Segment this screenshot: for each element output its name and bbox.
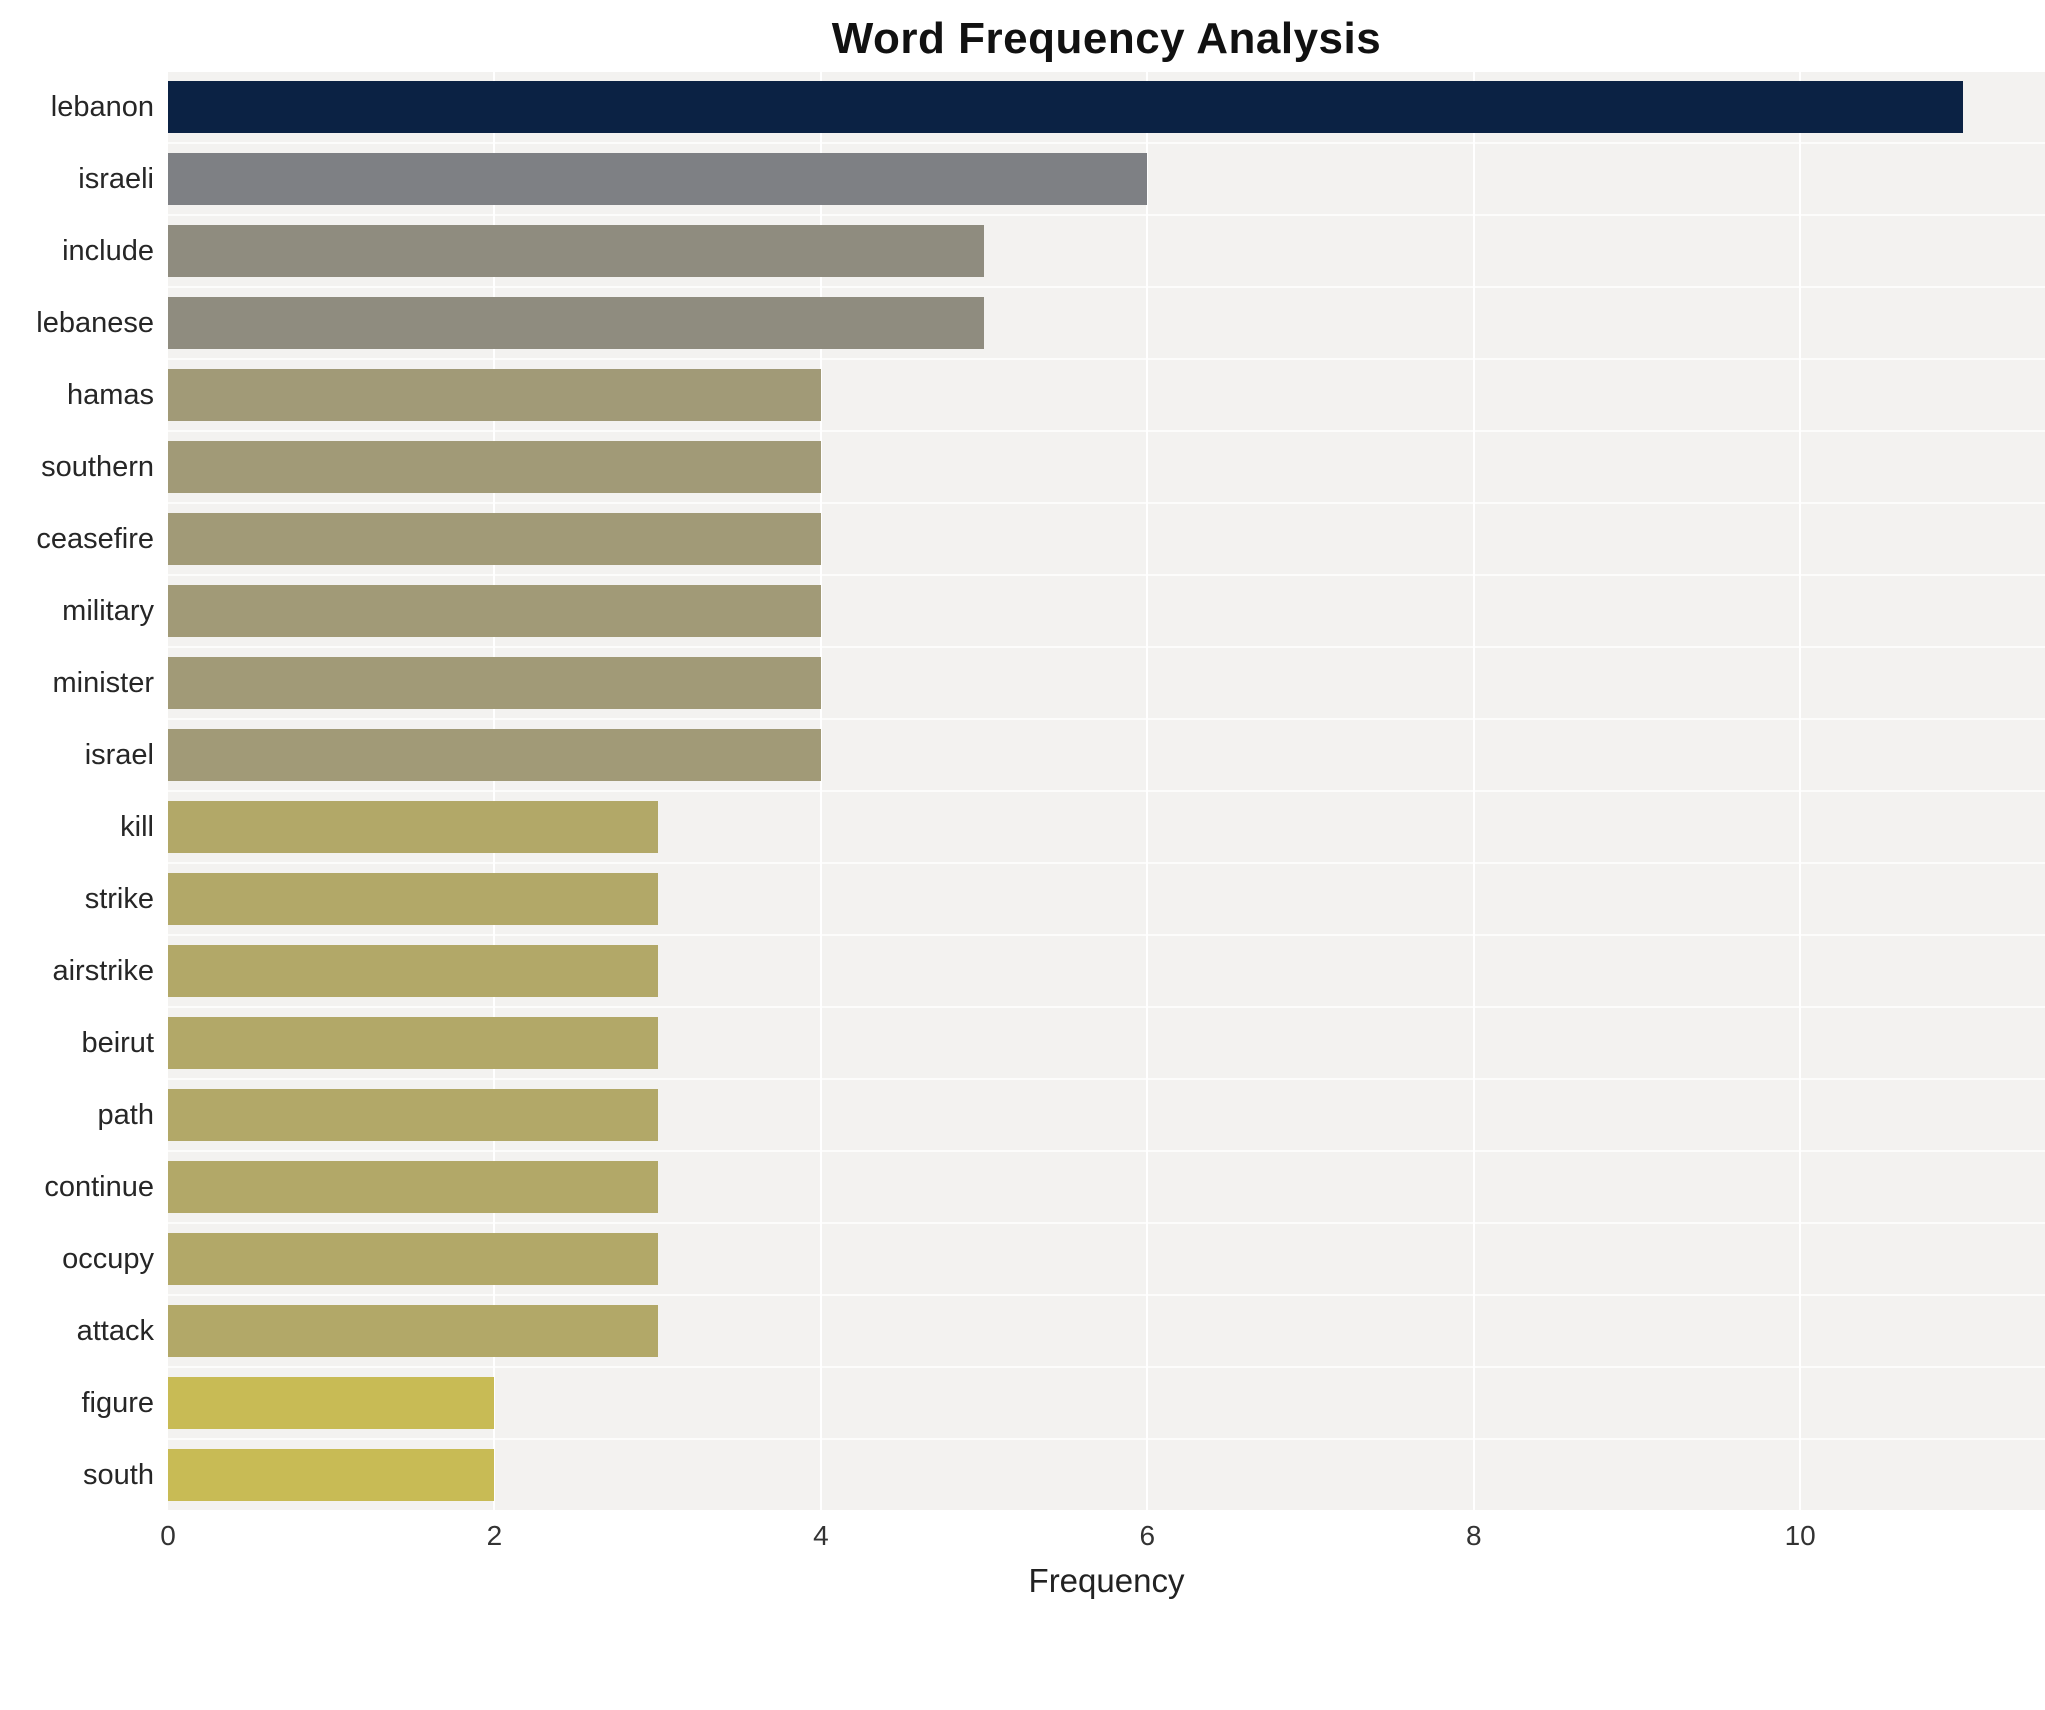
bar-row: southern: [41, 430, 2045, 502]
bar: [168, 873, 658, 925]
bar-row: south: [83, 1438, 2045, 1510]
chart-title: Word Frequency Analysis: [831, 14, 1382, 63]
x-axis: 0 2 4 6 8 10: [160, 1510, 2045, 1562]
bar-label: kill: [120, 810, 154, 843]
bar-label: occupy: [62, 1242, 154, 1275]
bar-label: israel: [84, 738, 154, 771]
bar: [168, 1449, 495, 1501]
bar: [168, 657, 821, 709]
bar: [168, 1161, 658, 1213]
bar: [168, 513, 821, 565]
x-tick-label: 10: [1784, 1520, 1816, 1551]
bar: [168, 225, 985, 277]
bar-label: include: [62, 234, 154, 267]
bar-row: lebanese: [36, 286, 2045, 358]
x-tick-label: 6: [1139, 1520, 1156, 1551]
bar: [168, 1089, 658, 1141]
x-tick-label: 4: [813, 1520, 829, 1551]
bar-row: lebanon: [51, 72, 2045, 142]
plot-area: lebanon israeli include lebanese hamas southe…: [36, 72, 2045, 1510]
bar: [168, 945, 658, 997]
x-tick-label: 8: [1465, 1520, 1482, 1551]
bar: [168, 1377, 495, 1429]
bar-label: beirut: [81, 1026, 154, 1059]
bar-row: military: [62, 574, 2045, 646]
bar-row: strike: [85, 862, 2045, 934]
bar-row: kill: [120, 790, 2045, 862]
bar-rows: lebanon israeli include lebanese hamas southe…: [36, 72, 2045, 1510]
x-axis-label: Frequency: [1028, 1562, 1185, 1599]
bar-label: figure: [81, 1386, 154, 1419]
bar-row: continue: [44, 1150, 2045, 1222]
bar: [168, 1233, 658, 1285]
bar-row: israel: [85, 718, 2045, 790]
bar-label: southern: [41, 450, 154, 483]
bar-label: airstrike: [52, 954, 154, 987]
bar-row: israeli: [78, 142, 2045, 214]
bar-label: minister: [52, 666, 154, 699]
bar-row: path: [98, 1078, 2045, 1150]
bar: [168, 729, 821, 781]
bar-row: beirut: [81, 1006, 2045, 1078]
bar-label: path: [97, 1098, 154, 1131]
bar-row: ceasefire: [36, 502, 2045, 574]
bar-row: minister: [52, 646, 2045, 718]
bar-label: lebanese: [36, 306, 154, 339]
bar-row: include: [62, 214, 2045, 286]
x-tick-label: 2: [486, 1520, 503, 1551]
bar-label: hamas: [66, 378, 154, 411]
bar: [168, 153, 1148, 205]
bar-row: occupy: [62, 1222, 2045, 1294]
bar: [168, 1017, 658, 1069]
bar-row: attack: [77, 1294, 2045, 1366]
bar-row: hamas: [67, 358, 2045, 430]
bar-label: strike: [84, 882, 154, 915]
bar-label: ceasefire: [36, 522, 154, 555]
bar: [168, 81, 1964, 133]
bar: [168, 1305, 658, 1357]
bar-row: airstrike: [52, 934, 2045, 1006]
bar-label: south: [83, 1458, 154, 1491]
x-tick-label: 0: [160, 1520, 176, 1551]
bar-label: lebanon: [50, 90, 154, 123]
bar-row: figure: [81, 1366, 2045, 1438]
bar: [168, 441, 821, 493]
bar-label: military: [62, 594, 154, 627]
bar-label: attack: [76, 1314, 154, 1347]
bar: [168, 297, 985, 349]
bar-label: israeli: [78, 162, 154, 195]
bar: [168, 801, 658, 853]
bar: [168, 369, 821, 421]
bar: [168, 585, 821, 637]
bar-label: continue: [44, 1170, 154, 1203]
